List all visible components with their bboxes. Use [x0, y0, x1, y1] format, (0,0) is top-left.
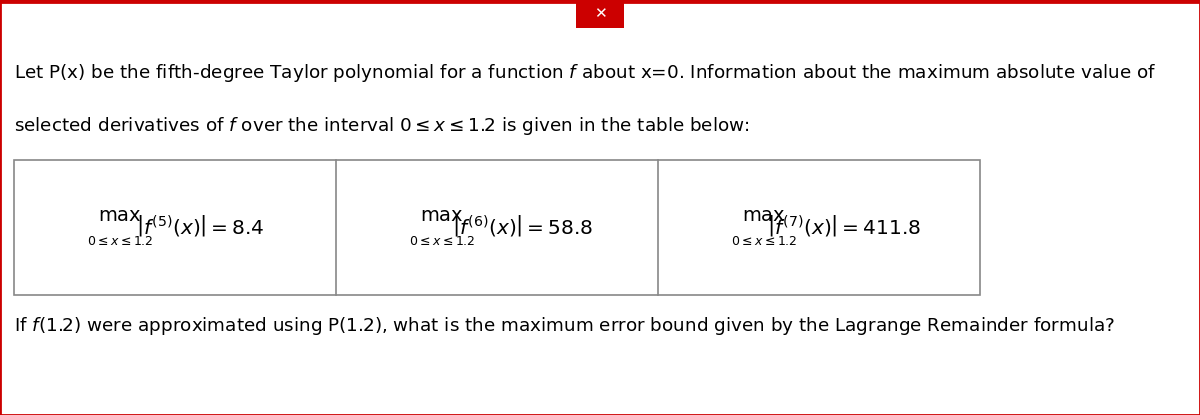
- Text: $\mathrm{max}$: $\mathrm{max}$: [420, 206, 464, 225]
- Bar: [576, 0, 624, 28]
- Text: $\mathrm{max}$: $\mathrm{max}$: [98, 206, 142, 225]
- Text: Let P(x) be the fifth-degree Taylor polynomial for a function $f$ about x=0. Inf: Let P(x) be the fifth-degree Taylor poly…: [14, 62, 1157, 84]
- Text: $\mathrm{max}$: $\mathrm{max}$: [742, 206, 786, 225]
- Text: $\left|f^{(7)}(x)\right| = 411.8$: $\left|f^{(7)}(x)\right| = 411.8$: [767, 213, 920, 238]
- Text: $\left|f^{(6)}(x)\right| = 58.8$: $\left|f^{(6)}(x)\right| = 58.8$: [451, 213, 593, 238]
- Text: $\left|f^{(5)}(x)\right| = 8.4$: $\left|f^{(5)}(x)\right| = 8.4$: [136, 213, 264, 238]
- Text: If $f(1.2)$ were approximated using P(1.2), what is the maximum error bound give: If $f(1.2)$ were approximated using P(1.…: [14, 315, 1115, 337]
- Text: selected derivatives of $f$ over the interval $0{\leq}x{\leq}1.2$ is given in th: selected derivatives of $f$ over the int…: [14, 115, 750, 137]
- Bar: [14, 160, 980, 295]
- Text: $0{\leq}x{\leq}1.2$: $0{\leq}x{\leq}1.2$: [731, 235, 797, 248]
- Text: $0{\leq}x{\leq}1.2$: $0{\leq}x{\leq}1.2$: [409, 235, 475, 248]
- Text: ✕: ✕: [594, 7, 606, 22]
- Text: $0{\leq}x{\leq}1.2$: $0{\leq}x{\leq}1.2$: [88, 235, 152, 248]
